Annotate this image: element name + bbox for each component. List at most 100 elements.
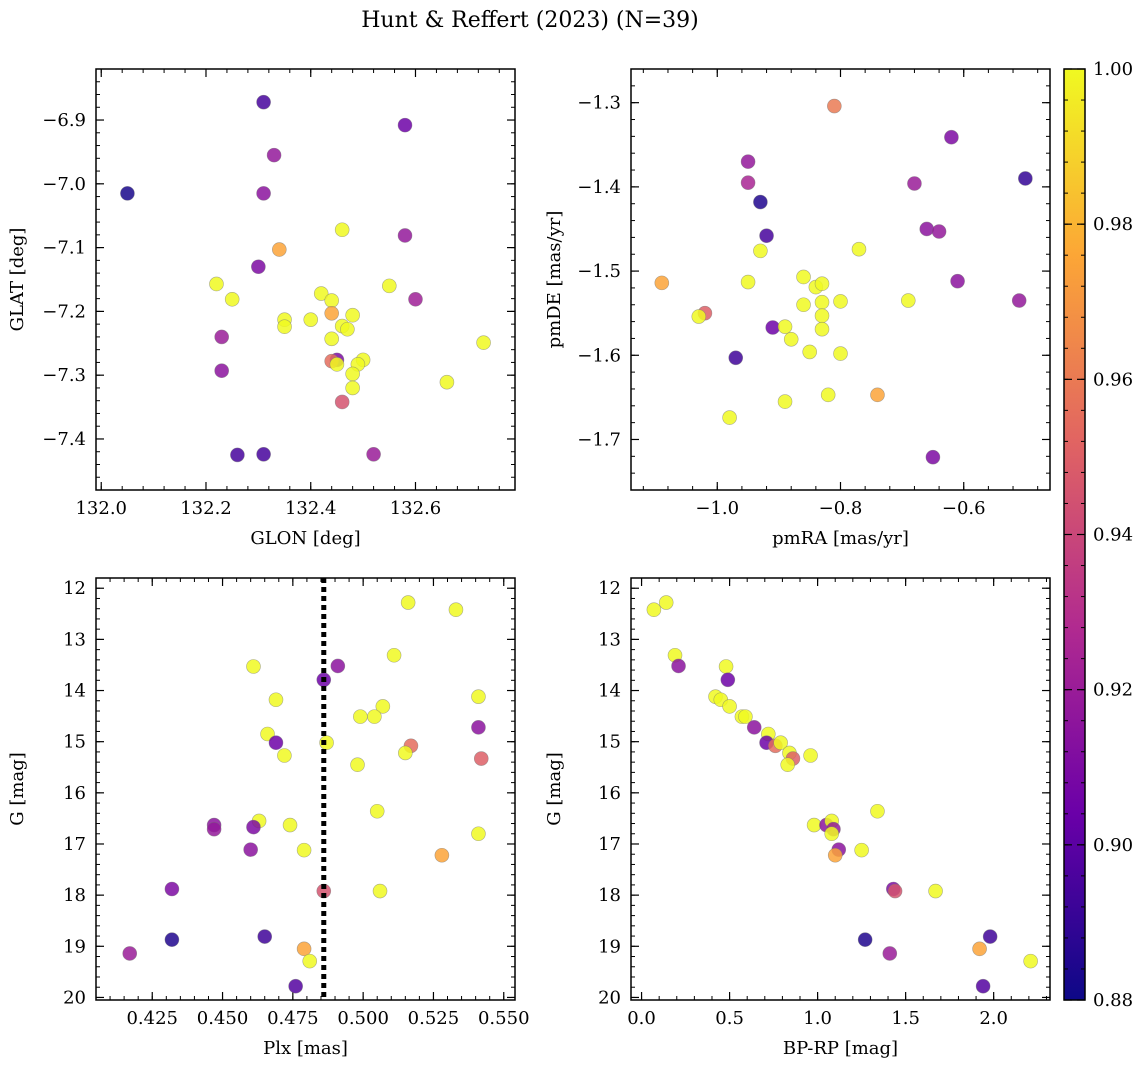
data-point <box>400 595 416 610</box>
data-point <box>246 819 261 835</box>
data-point <box>471 689 486 704</box>
y-tick-label: 19 <box>598 936 621 957</box>
data-point <box>783 331 799 347</box>
data-point <box>324 331 339 347</box>
x-tick-label: 132.6 <box>390 498 442 519</box>
data-point <box>671 658 686 674</box>
y-tick-label: 18 <box>63 885 86 906</box>
data-point <box>919 221 935 237</box>
data-point <box>353 709 368 724</box>
data-point <box>806 817 822 833</box>
y-tick-label: −1.6 <box>577 345 621 366</box>
y-tick-label: 20 <box>63 987 86 1008</box>
data-point <box>209 276 224 292</box>
colorbar-tick-label: 0.94 <box>1093 525 1133 546</box>
y-tick-label: 20 <box>598 987 621 1008</box>
data-point <box>345 307 360 323</box>
data-point <box>350 757 365 773</box>
data-point <box>369 803 385 819</box>
x-tick-label: −0.8 <box>819 498 863 519</box>
data-point <box>720 672 736 688</box>
panel-pm: −1.0 −0.8 −0.6 −1.3 −1.4 −1.5 −1.6 −1.7 pmRA [ma… <box>544 68 1051 549</box>
panel-cmd: 0.0 0.5 1.0 1.5 2.0 12 13 14 15 16 17 18 19 20 BP-RP [… <box>544 577 1051 1059</box>
data-point <box>397 117 413 133</box>
data-point <box>722 699 737 714</box>
y-tick-label: 12 <box>63 578 86 599</box>
data-point <box>313 286 329 301</box>
data-point <box>907 176 922 191</box>
data-point <box>950 273 965 289</box>
data-point <box>164 932 180 947</box>
data-point <box>471 720 486 735</box>
data-point <box>944 129 959 145</box>
data-point <box>759 228 774 244</box>
data-point <box>975 978 991 994</box>
data-point <box>718 659 734 674</box>
x-tick-label: 132.4 <box>285 498 337 519</box>
data-point <box>408 291 423 307</box>
x-tick-label: 0.550 <box>478 1008 530 1029</box>
data-point <box>691 309 707 324</box>
data-point <box>381 278 397 294</box>
x-tick-label: 132.2 <box>180 498 232 519</box>
data-point <box>251 259 266 275</box>
data-point <box>773 735 788 751</box>
y-tick-label: −7.4 <box>42 429 86 450</box>
data-point <box>796 269 811 285</box>
data-point <box>302 953 318 969</box>
data-point <box>870 387 885 403</box>
data-point <box>224 291 240 307</box>
y-tick-label: −7.0 <box>42 174 86 195</box>
colorbar-tick-label: 0.88 <box>1093 990 1133 1011</box>
colorbar-tick-label: 0.92 <box>1093 680 1133 701</box>
data-point <box>900 293 916 308</box>
data-point <box>282 817 298 833</box>
data-point <box>753 194 768 210</box>
data-point <box>340 321 355 337</box>
data-point <box>740 154 756 169</box>
x-tick-label: −0.6 <box>942 498 986 519</box>
data-point <box>366 446 381 462</box>
data-point <box>931 224 947 239</box>
panel-plx: 0.425 0.450 0.475 0.500 0.525 0.550 12 13 14 15 16… <box>7 577 530 1059</box>
data-point <box>820 387 836 403</box>
data-point <box>824 826 839 842</box>
data-point <box>345 380 360 396</box>
y-tick-label: 19 <box>63 936 86 957</box>
data-point <box>296 842 312 858</box>
y-tick-label: −7.1 <box>42 238 86 259</box>
data-point <box>753 243 768 259</box>
y-tick-label: −1.3 <box>577 93 621 114</box>
y-tick-label: 16 <box>63 783 86 804</box>
data-point <box>780 757 795 773</box>
data-point <box>972 941 987 957</box>
y-tick-label: 14 <box>63 681 86 702</box>
x-tick-label: 0.500 <box>337 1008 389 1029</box>
data-point <box>230 447 245 463</box>
data-point <box>257 929 273 944</box>
data-point <box>398 745 413 761</box>
data-point <box>122 946 138 961</box>
axes-frame <box>630 68 1051 491</box>
data-point <box>854 842 869 858</box>
x-tick-label: 1.0 <box>803 1008 832 1029</box>
y-tick-label: 17 <box>598 834 621 855</box>
y-axis-label: GLAT [deg] <box>7 228 28 332</box>
colorbar-tick-label: 0.98 <box>1093 214 1133 235</box>
data-point <box>1011 293 1027 308</box>
y-axis-label: G [mag] <box>7 752 28 825</box>
data-point <box>870 803 885 819</box>
data-point <box>833 346 848 361</box>
axes-frame <box>630 577 1051 1001</box>
data-point <box>372 883 388 899</box>
x-tick-label: 0.475 <box>267 1008 319 1029</box>
data-point <box>473 751 489 766</box>
y-tick-label: 17 <box>63 834 86 855</box>
colorbar-tick-label: 0.90 <box>1093 835 1133 856</box>
data-point <box>925 449 941 465</box>
data-point <box>833 294 848 309</box>
data-point <box>164 881 180 897</box>
data-point <box>887 883 903 899</box>
y-tick-label: 13 <box>63 629 86 650</box>
x-tick-label: 132.0 <box>75 498 127 519</box>
